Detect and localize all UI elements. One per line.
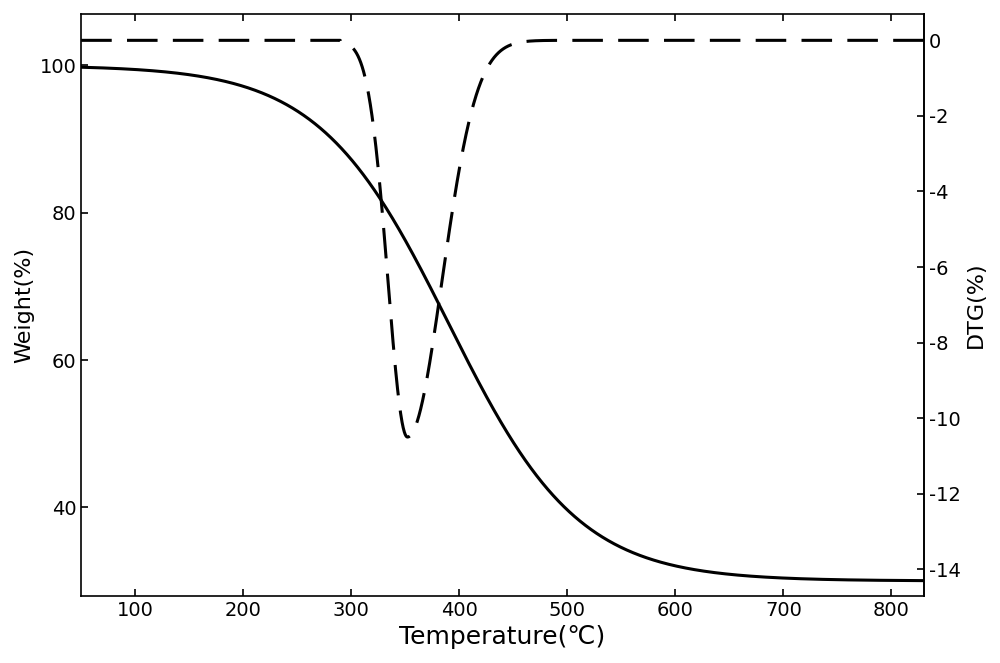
X-axis label: Temperature(℃): Temperature(℃) [399, 625, 606, 649]
Y-axis label: DTG(%): DTG(%) [966, 261, 986, 348]
Y-axis label: Weight(%): Weight(%) [14, 247, 34, 363]
